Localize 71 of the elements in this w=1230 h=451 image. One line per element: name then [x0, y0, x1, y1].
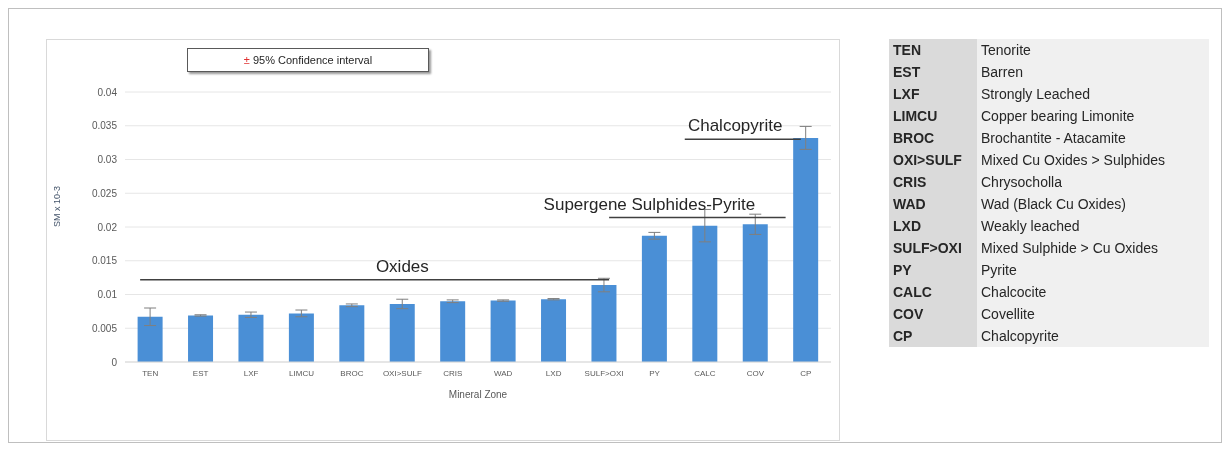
bar	[591, 285, 617, 362]
text: WAD	[889, 193, 977, 215]
bar	[389, 303, 415, 362]
y-tick-label: 0.04	[97, 86, 118, 98]
text: CP	[889, 325, 977, 347]
text: EST	[889, 61, 977, 83]
y-tick-label: 0.015	[91, 255, 118, 267]
text: OXI>SULF	[889, 149, 977, 171]
y-tick-label: 0.03	[97, 154, 118, 166]
text: Covellite	[977, 303, 1209, 325]
x-tick-label: OXI>SULF	[382, 368, 422, 378]
bar	[692, 225, 718, 362]
x-tick-label: LXF	[243, 368, 259, 378]
x-tick-label: COV	[746, 368, 765, 378]
y-tick-label: 0.02	[97, 221, 118, 233]
text: BROC	[889, 127, 977, 149]
x-tick-label: BROC	[340, 368, 364, 378]
bar	[137, 316, 163, 362]
bar	[440, 301, 466, 362]
text: Tenorite	[977, 39, 1209, 61]
bar	[641, 235, 667, 362]
bar	[793, 137, 819, 362]
x-tick-label: PY	[649, 368, 661, 378]
ref-line-label: Supergene Sulphides-Pyrite	[543, 194, 756, 214]
text: LXF	[889, 83, 977, 105]
x-tick-label: CALC	[694, 368, 716, 378]
x-tick-label: LXD	[545, 368, 562, 378]
x-tick-label: EST	[192, 368, 209, 378]
text: Brochantite - Atacamite	[977, 127, 1209, 149]
y-tick-label: 0.025	[91, 187, 118, 199]
bar	[541, 299, 567, 362]
text: SULF>OXI	[889, 237, 977, 259]
x-tick-label: TEN	[142, 368, 159, 378]
text: Chalcopyrite	[977, 325, 1209, 347]
text: Strongly Leached	[977, 83, 1209, 105]
y-tick-label: 0.035	[91, 120, 118, 132]
x-tick-label: SULF>OXI	[584, 368, 624, 378]
bar	[188, 315, 214, 362]
legend-title: ± 95% Confidence interval	[243, 54, 373, 66]
text: PY	[889, 259, 977, 281]
text: LIMCU	[889, 105, 977, 127]
bar	[339, 305, 365, 362]
text: TEN	[889, 39, 977, 61]
text: Chrysocholla	[977, 171, 1209, 193]
x-tick-label: CRIS	[443, 368, 463, 378]
text: Wad (Black Cu Oxides)	[977, 193, 1209, 215]
ref-line-label: Chalcopyrite	[687, 116, 783, 136]
text: Pyrite	[977, 259, 1209, 281]
y-tick-label: 0	[111, 356, 118, 368]
bar	[238, 314, 264, 362]
bar	[288, 313, 314, 362]
text: Barren	[977, 61, 1209, 83]
text: COV	[889, 303, 977, 325]
text: Weakly leached	[977, 215, 1209, 237]
text: LXD	[889, 215, 977, 237]
text: Mixed Cu Oxides > Sulphides	[977, 149, 1209, 171]
text: Mixed Sulphide > Cu Oxides	[977, 237, 1209, 259]
bar	[490, 300, 516, 362]
text: Chalcocite	[977, 281, 1209, 303]
y-tick-label: 0.01	[97, 289, 118, 301]
x-tick-label: LIMCU	[289, 368, 315, 378]
ref-line-label: Oxides	[375, 256, 429, 276]
x-tick-label: CP	[800, 368, 812, 378]
y-axis-title: SM x 10-3	[52, 185, 63, 227]
text: CALC	[889, 281, 977, 303]
text: CRIS	[889, 171, 977, 193]
bar	[742, 224, 768, 362]
x-tick-label: WAD	[494, 368, 513, 378]
x-axis-title: Mineral Zone	[448, 389, 508, 400]
text: Copper bearing Limonite	[977, 105, 1209, 127]
y-tick-label: 0.005	[91, 322, 118, 334]
